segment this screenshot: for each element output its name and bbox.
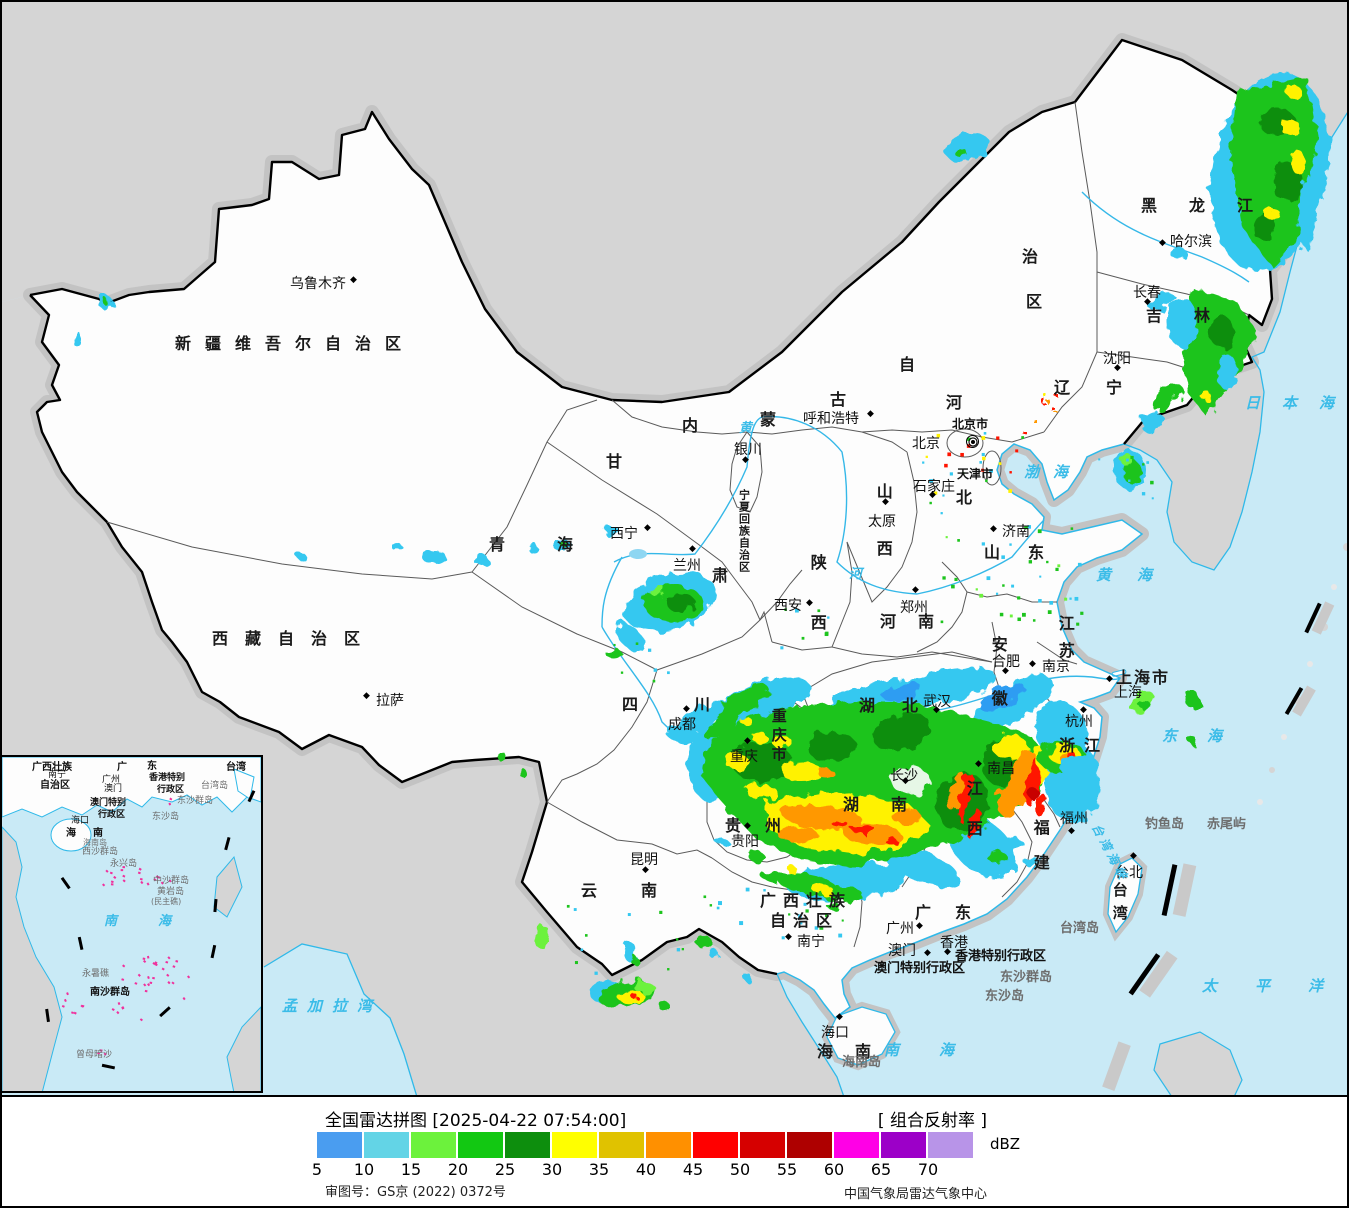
dbz-tick: 45 — [682, 1160, 704, 1179]
radar-echo-layer — [73, 73, 1330, 1010]
agency-label: 中国气象局雷达气象中心 — [843, 1187, 987, 1202]
national-border-north — [29, 38, 1314, 445]
island-markers — [61, 797, 191, 1056]
map-canvas — [2, 2, 1347, 1095]
colorbar-segment — [552, 1132, 597, 1158]
dbz-tick: 15 — [400, 1160, 422, 1179]
dbz-tick: 40 — [635, 1160, 657, 1179]
colorbar-segment — [787, 1132, 832, 1158]
dbz-tick: 35 — [588, 1160, 610, 1179]
inset-hainan — [50, 818, 92, 852]
taiwan-island — [1107, 857, 1143, 934]
dbz-tick: 20 — [447, 1160, 469, 1179]
colorbar-segment — [881, 1132, 926, 1158]
colorbar-segment — [740, 1132, 785, 1158]
dbz-tick: 70 — [917, 1160, 939, 1179]
colorbar-segment — [364, 1132, 409, 1158]
china-radar-map: 新疆维吾尔自治区 西藏自治区 青海甘肃四川 云南 贵州 陕西 宁夏回族自治区内蒙古自治区黑龙… — [2, 2, 1347, 1097]
product-label: [ 组合反射率 ] — [877, 1111, 987, 1131]
inset-borneo — [226, 1006, 261, 1091]
dbz-tick: 50 — [729, 1160, 751, 1179]
dbz-unit-label: dBZ — [990, 1135, 1021, 1153]
national-border-southwest — [29, 294, 778, 977]
dbz-tick: 25 — [494, 1160, 516, 1179]
dbz-tick: 60 — [823, 1160, 845, 1179]
nine-dash-line — [45, 790, 256, 1070]
dbz-tick: 65 — [870, 1160, 892, 1179]
colorbar-segment — [458, 1132, 503, 1158]
scattered-echo-specks — [566, 432, 1154, 975]
colorbar-segment — [928, 1132, 973, 1158]
sea-boundary-dashes — [1102, 601, 1335, 1091]
colorbar-segment — [646, 1132, 691, 1158]
dbz-tick: 30 — [541, 1160, 563, 1179]
colorbar-segment — [505, 1132, 550, 1158]
colorbar-segment — [411, 1132, 456, 1158]
map-approval-number: 审图号：GS京 (2022) 0372号 — [325, 1185, 506, 1200]
colorbar-segment — [317, 1132, 362, 1158]
colorbar-segment — [834, 1132, 879, 1158]
luzon-island — [1153, 1031, 1243, 1095]
dbz-tick: 55 — [776, 1160, 798, 1179]
legend-panel: 全国雷达拼图 [2025-04-22 07:54:00] [ 组合反射率 ] 5… — [2, 1099, 1347, 1206]
colorbar-segment — [599, 1132, 644, 1158]
dbz-tick: 10 — [353, 1160, 375, 1179]
hainan-island — [826, 1006, 896, 1066]
qinghai-lake — [629, 549, 647, 559]
inset-indochina — [2, 826, 63, 1091]
dbz-colorbar — [317, 1132, 975, 1158]
dbz-tick: 5 — [311, 1160, 323, 1179]
colorbar-segment — [693, 1132, 738, 1158]
south-china-sea-inset: 广西壮族 自治区 南宁广东广州 香港特别 行政区 澳门 澳门特别 行政区 台湾 台湾岛 东沙群岛 东沙… — [2, 755, 263, 1093]
map-title: 全国雷达拼图 [2025-04-22 07:54:00] — [325, 1111, 627, 1131]
